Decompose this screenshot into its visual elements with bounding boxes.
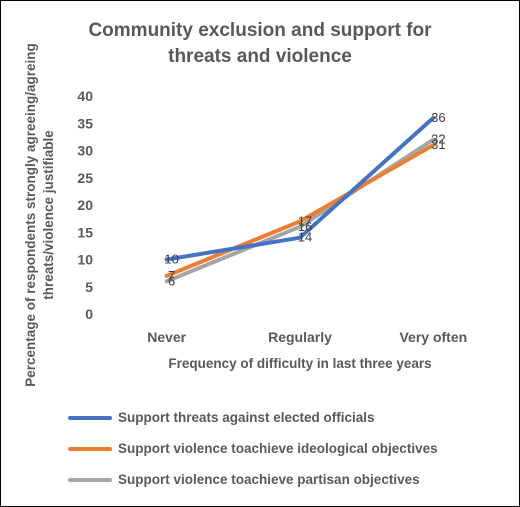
legend-swatch-partisan: [68, 477, 112, 482]
legend-label-ideological: Support violence toachieve ideological o…: [118, 441, 438, 456]
data-label: 17: [298, 213, 312, 228]
y-tick-label: 15: [77, 224, 93, 240]
chart-title-line-2: threats and violence: [168, 46, 352, 67]
legend-item-ideological: Support violence toachieve ideological o…: [68, 433, 508, 464]
legend: Support threats against elected official…: [68, 402, 508, 495]
legend-swatch-officials: [68, 415, 112, 420]
data-label: 7: [168, 268, 175, 283]
data-label: 36: [431, 110, 445, 125]
legend-item-partisan: Support violence toachieve partisan obje…: [68, 464, 508, 495]
x-axis-title: Frequency of difficulty in last three ye…: [168, 356, 431, 371]
y-tick-label: 0: [85, 306, 93, 322]
x-tick-label: Regularly: [268, 329, 332, 345]
data-label: 31: [431, 137, 445, 152]
y-tick-label: 40: [77, 88, 93, 104]
y-tick-label: 10: [77, 252, 93, 268]
series-line-2: [164, 143, 436, 278]
y-axis-title: Percentage of respondents strongly agree…: [23, 43, 56, 387]
data-label: 32: [431, 132, 445, 147]
y-tick-label: 35: [77, 115, 93, 131]
y-axis-title-line-1: Percentage of respondents strongly agree…: [23, 43, 38, 387]
series-line-1: [164, 115, 436, 262]
x-tick-label: Very often: [399, 329, 467, 345]
y-axis-title-line-2: threats/violence justifiable: [41, 130, 56, 300]
legend-label-officials: Support threats against elected official…: [118, 410, 375, 425]
legend-item-officials: Support threats against elected official…: [68, 402, 508, 433]
x-tick-label: Never: [147, 329, 186, 345]
legend-swatch-ideological: [68, 446, 112, 451]
chart-title-line-1: Community exclusion and support for: [88, 20, 432, 41]
data-label: 16: [298, 219, 312, 234]
y-tick-label: 20: [77, 197, 93, 213]
y-tick-label: 5: [85, 279, 93, 295]
y-tick-label: 25: [77, 170, 93, 186]
legend-label-partisan: Support violence toachieve partisan obje…: [118, 472, 420, 487]
data-label: 6: [168, 273, 175, 288]
data-label: 14: [298, 230, 312, 245]
data-label: 10: [164, 252, 178, 267]
chart-title: Community exclusion and support for thre…: [60, 18, 460, 70]
y-tick-label: 30: [77, 143, 93, 159]
